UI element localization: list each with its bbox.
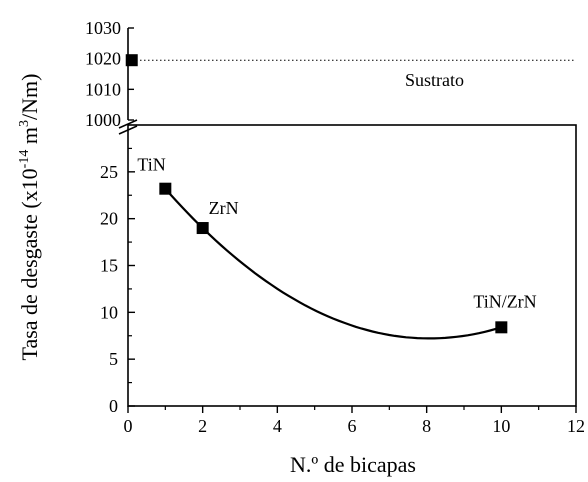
data-point (196, 222, 209, 235)
y-tick-label: 5 (109, 349, 118, 369)
x-tick-label: 2 (198, 416, 207, 436)
x-tick-label: 12 (567, 416, 585, 436)
point-label: ZrN (209, 198, 239, 218)
fit-curve (164, 187, 502, 340)
y-tick-label: 1030 (85, 18, 121, 38)
y-tick-label: 10 (100, 302, 118, 322)
plot-frame (127, 124, 577, 407)
data-points: TiN ZrN TiN/ZrN (125, 54, 537, 334)
reference-line-label: Sustrato (405, 70, 464, 90)
y-tick-label: 15 (100, 256, 118, 276)
x-tick-label: 4 (273, 416, 282, 436)
point-label: TiN (137, 155, 165, 175)
data-point (159, 182, 172, 195)
y-tick-label: 1000 (85, 110, 121, 130)
y-axis-title: Tasa de desgaste (x10-14 m3/Nm) (17, 74, 42, 361)
x-ticks: 0 2 4 6 8 10 12 (124, 406, 585, 436)
lower-y-ticks: 0 5 10 15 20 25 (100, 147, 135, 416)
x-tick-label: 6 (348, 416, 357, 436)
upper-panel: Sustrato 1000 1010 1020 1030 (85, 18, 576, 135)
x-tick-label: 10 (492, 416, 510, 436)
y-tick-label: 20 (100, 209, 118, 229)
lower-panel: 0 5 10 15 20 25 0 2 4 6 8 10 12 TiN ZrN TiN/ZrN (100, 54, 585, 436)
y-tick-label: 25 (100, 162, 118, 182)
y-tick-label: 1020 (85, 49, 121, 69)
y-tick-label: 1010 (85, 79, 121, 99)
y-tick-label: 0 (109, 396, 118, 416)
upper-y-ticks: 1000 1010 1020 1030 (85, 18, 134, 130)
data-point (495, 321, 508, 334)
x-axis-title: N.º de bicapas (290, 452, 416, 477)
x-tick-label: 0 (124, 416, 133, 436)
x-tick-label: 8 (422, 416, 431, 436)
point-label: TiN/ZrN (473, 291, 536, 311)
data-point (125, 54, 138, 67)
